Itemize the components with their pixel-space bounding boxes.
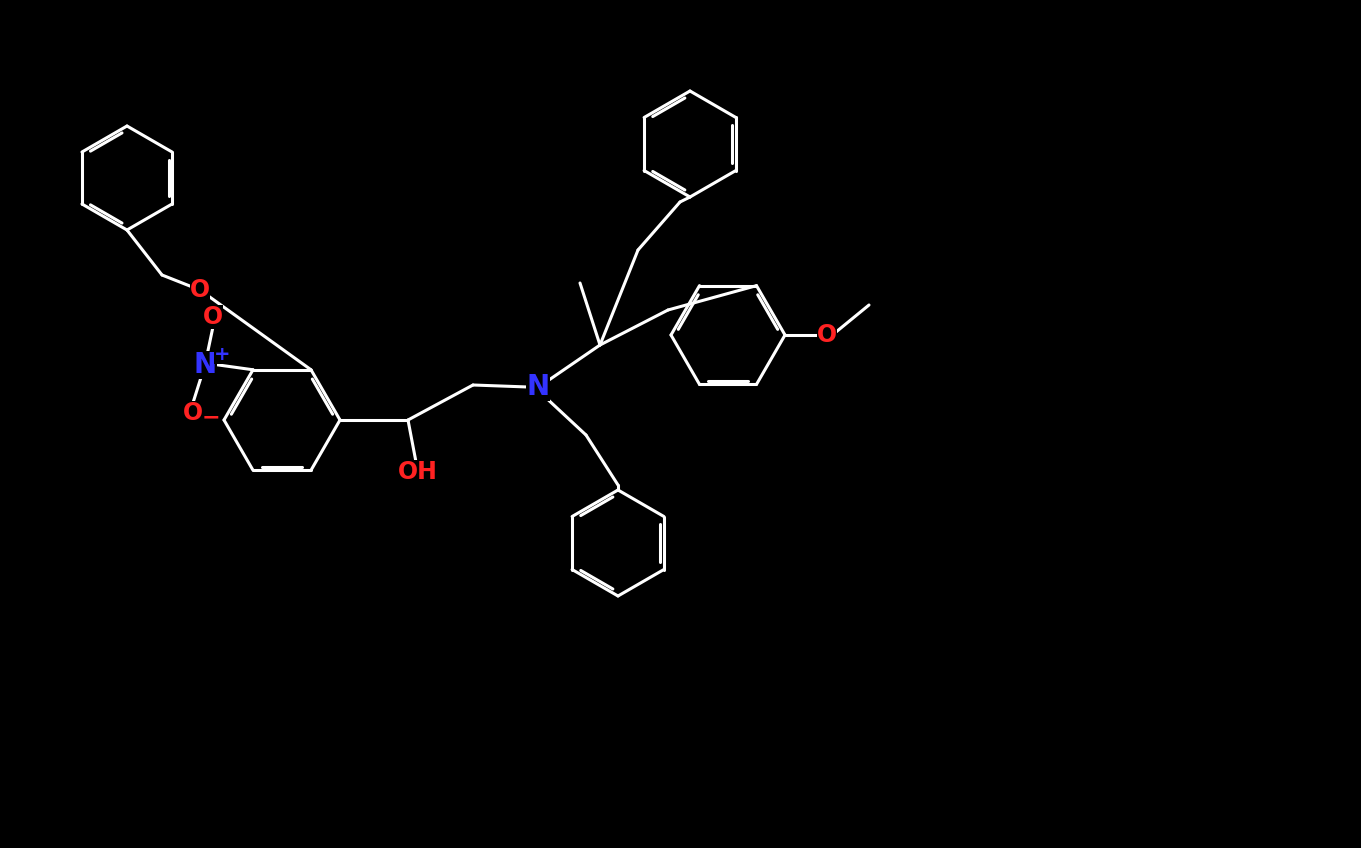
- Text: −: −: [201, 408, 220, 427]
- Text: +: +: [214, 345, 230, 365]
- Text: O: O: [817, 323, 837, 347]
- Text: O: O: [182, 401, 203, 425]
- Text: N: N: [193, 351, 216, 379]
- Text: N: N: [527, 373, 550, 401]
- Text: O: O: [203, 304, 223, 329]
- Text: OH: OH: [397, 460, 438, 484]
- Text: O: O: [191, 278, 210, 302]
